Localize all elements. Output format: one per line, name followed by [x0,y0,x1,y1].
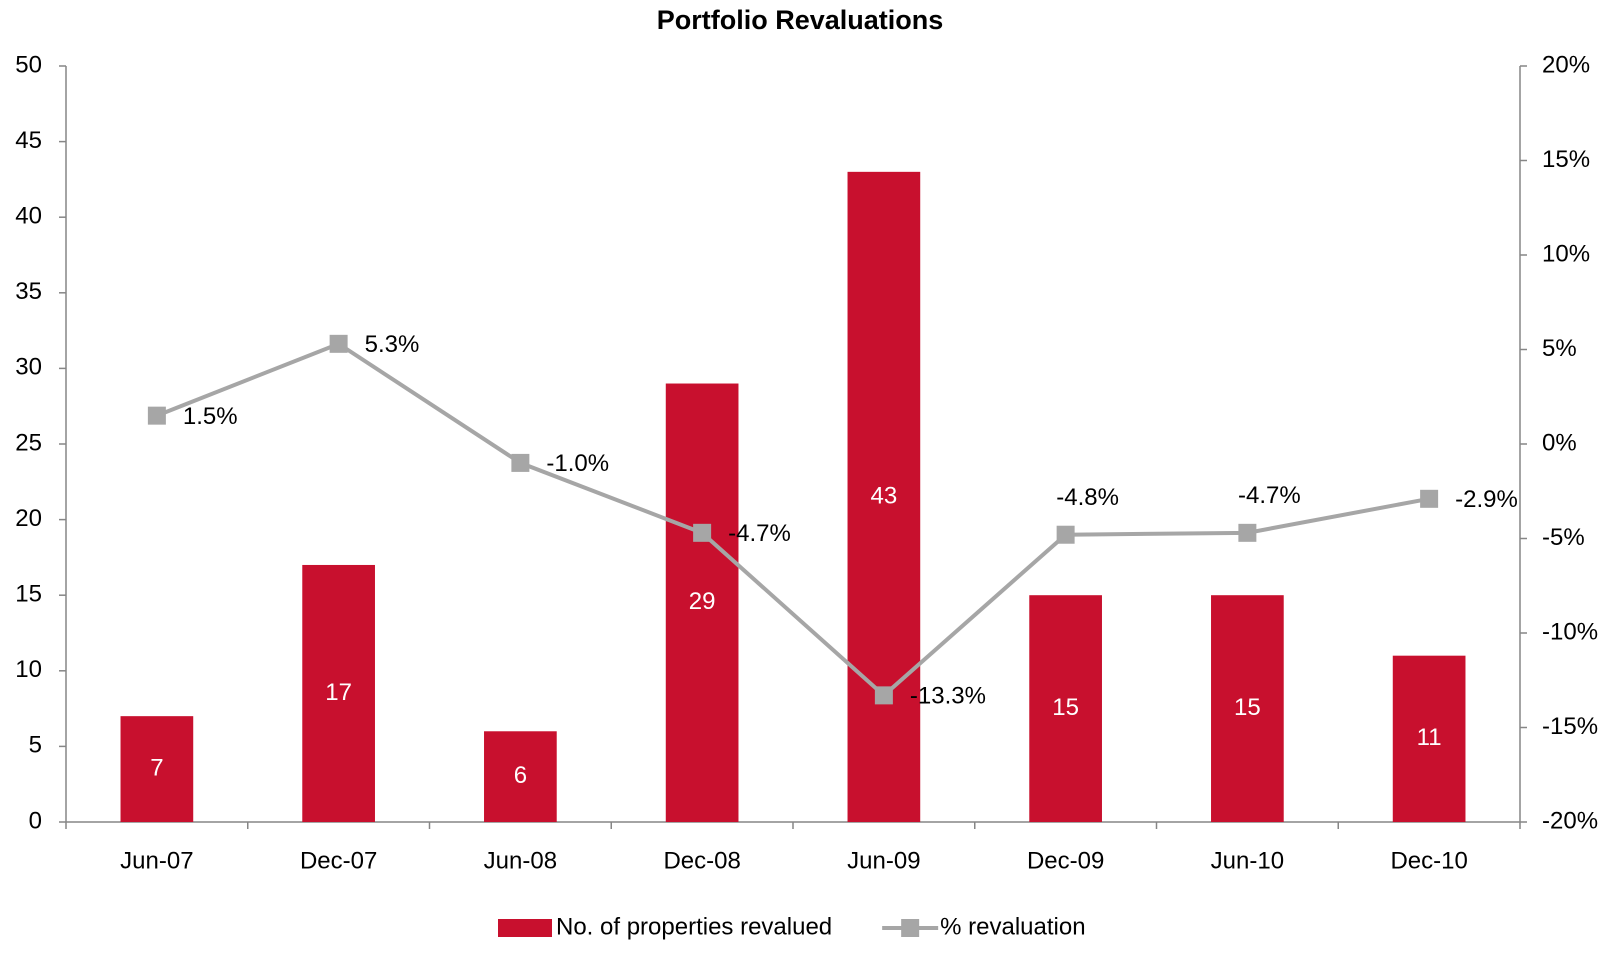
bar-label: 15 [1234,694,1261,721]
bar [665,383,739,822]
data-label: -1.0% [546,450,609,477]
x-tick-label: Dec-10 [1390,847,1467,874]
bar [484,731,557,822]
x-tick-label: Jun-07 [120,847,193,874]
x-tick-label: Jun-08 [484,847,557,874]
y-tick-label: 5 [29,732,42,759]
y-tick-label: 30 [15,354,42,381]
data-label: -2.9% [1455,486,1518,513]
bar-label: 11 [1417,724,1442,751]
marker [147,406,166,425]
x-tick-label: Dec-07 [300,847,377,874]
bar [847,171,921,823]
marker [874,686,893,705]
y-tick-label: 40 [15,203,42,230]
data-label: 1.5% [183,403,238,430]
x-tick-label: Dec-08 [663,847,740,874]
y-tick-label: 25 [15,429,42,456]
bar-label: 15 [1052,694,1079,721]
data-label: -13.3% [910,683,986,710]
marker [693,523,712,542]
y2-tick-label: 0% [1542,429,1577,456]
data-label: 5.3% [365,331,420,358]
marker [1056,525,1075,544]
chart-title: Portfolio Revaluations [657,5,944,35]
x-tick-label: Dec-09 [1027,847,1104,874]
data-label: -4.7% [1238,482,1301,509]
y-tick-label: 50 [15,51,42,78]
marker [329,334,348,353]
y-tick-label: 0 [29,807,42,834]
y2-tick-label: -5% [1542,524,1585,551]
y2-tick-label: -20% [1542,807,1598,834]
legend-label: No. of properties revalued [556,913,832,940]
bar [302,564,375,822]
bar [1211,595,1284,822]
bar-label: 7 [150,754,163,781]
marker [1238,523,1257,542]
y2-tick-label: 20% [1542,51,1590,78]
data-label: -4.7% [728,520,791,547]
line [156,341,1430,699]
legend-swatch [901,919,920,937]
x-tick-label: Jun-09 [847,847,920,874]
bar-label: 6 [514,762,527,789]
y-tick-label: 20 [15,505,42,532]
y2-tick-label: -15% [1542,713,1598,740]
bar-label: 17 [325,679,352,706]
bar [1029,595,1102,822]
marker [1420,489,1439,508]
bar [120,716,194,822]
marker [511,453,530,472]
legend-label: % revaluation [940,913,1085,940]
bar-label: 29 [689,588,716,615]
y2-tick-label: 15% [1542,146,1590,173]
bar-label: 43 [871,482,898,509]
y2-tick-label: 10% [1542,240,1590,267]
data-label: -4.8% [1056,484,1119,511]
y-tick-label: 15 [15,581,42,608]
y-tick-label: 10 [15,656,42,683]
y2-tick-label: 5% [1542,335,1577,362]
y-tick-label: 35 [15,278,42,305]
x-tick-label: Jun-10 [1211,847,1284,874]
y2-tick-label: -10% [1542,618,1598,645]
legend-swatch [498,919,552,937]
bar [1392,655,1466,822]
y-tick-label: 45 [15,127,42,154]
